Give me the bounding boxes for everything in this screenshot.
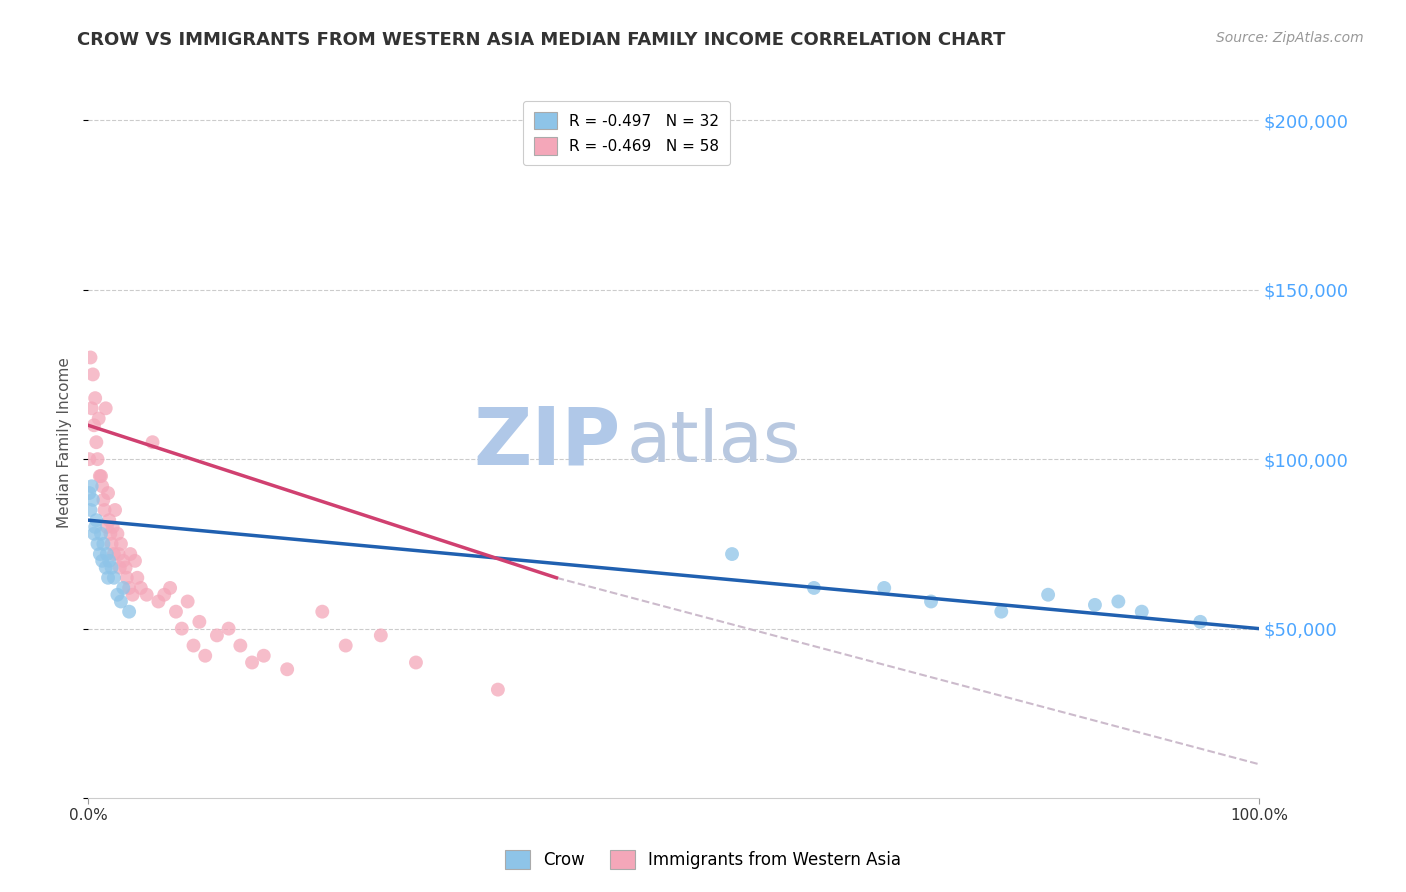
Point (97, 486, 120, 500)
Point (120, 547, 142, 561)
Point (104, 503, 127, 517)
Point (83, 418, 105, 433)
Point (86, 435, 108, 450)
Point (205, 628, 228, 642)
Point (114, 560, 136, 574)
Text: CROW VS IMMIGRANTS FROM WESTERN ASIA MEDIAN FAMILY INCOME CORRELATION CHART: CROW VS IMMIGRANTS FROM WESTERN ASIA MED… (77, 31, 1005, 49)
Point (93, 503, 115, 517)
Point (194, 648, 217, 663)
Point (110, 537, 132, 551)
Point (84, 391, 107, 405)
Point (96, 520, 118, 534)
Point (218, 622, 240, 636)
Point (107, 526, 129, 541)
Point (148, 594, 170, 608)
Point (486, 682, 509, 697)
Point (165, 605, 187, 619)
Point (89, 469, 111, 483)
Point (112, 554, 135, 568)
Point (79, 452, 101, 467)
Point (1036, 588, 1059, 602)
Point (80, 479, 103, 493)
Point (405, 656, 427, 670)
Point (129, 581, 152, 595)
Point (84, 520, 107, 534)
Point (87, 411, 110, 425)
Point (79, 486, 101, 500)
Point (159, 581, 181, 595)
Point (82, 492, 104, 507)
Point (1130, 605, 1153, 619)
Point (100, 537, 122, 551)
Point (98, 513, 121, 527)
Legend: R = -0.497   N = 32, R = -0.469   N = 58: R = -0.497 N = 32, R = -0.469 N = 58 (523, 101, 730, 165)
Point (107, 547, 129, 561)
Y-axis label: Median Family Income: Median Family Income (58, 357, 72, 528)
Point (276, 662, 298, 676)
Point (94, 401, 117, 416)
Point (83, 526, 105, 541)
Point (112, 581, 135, 595)
Point (103, 571, 125, 585)
Text: atlas: atlas (627, 408, 801, 476)
Point (94, 560, 117, 574)
Point (86, 513, 108, 527)
Point (118, 605, 141, 619)
Point (990, 605, 1012, 619)
Point (89, 547, 111, 561)
Point (90, 526, 112, 541)
Text: Source: ZipAtlas.com: Source: ZipAtlas.com (1216, 31, 1364, 45)
Point (335, 639, 357, 653)
Point (721, 547, 744, 561)
Point (124, 554, 146, 568)
Point (108, 560, 131, 574)
Point (110, 594, 132, 608)
Point (153, 588, 176, 602)
Point (96, 547, 118, 561)
Point (93, 537, 115, 551)
Point (118, 581, 141, 595)
Point (91, 554, 114, 568)
Point (91, 479, 114, 493)
Point (80, 401, 103, 416)
Point (229, 639, 252, 653)
Point (141, 435, 163, 450)
Point (103, 547, 125, 561)
Point (121, 588, 143, 602)
Point (86, 537, 108, 551)
Point (873, 581, 896, 595)
Point (93, 492, 115, 507)
Point (240, 656, 263, 670)
Point (1189, 615, 1212, 629)
Point (803, 581, 825, 595)
Point (253, 648, 276, 663)
Point (183, 639, 205, 653)
Point (1084, 598, 1107, 612)
Point (135, 588, 157, 602)
Point (86, 452, 108, 467)
Point (90, 469, 112, 483)
Point (101, 520, 124, 534)
Point (188, 615, 211, 629)
Point (100, 526, 122, 541)
Point (97, 571, 120, 585)
Point (170, 622, 193, 636)
Point (311, 605, 333, 619)
Point (370, 628, 392, 642)
Legend: Crow, Immigrants from Western Asia: Crow, Immigrants from Western Asia (495, 840, 911, 880)
Point (100, 560, 122, 574)
Point (115, 571, 138, 585)
Point (127, 571, 149, 585)
Text: ZIP: ZIP (474, 403, 621, 481)
Point (176, 594, 198, 608)
Point (1107, 594, 1129, 608)
Point (82, 368, 104, 382)
Point (79, 351, 101, 365)
Point (920, 594, 942, 608)
Point (98, 554, 121, 568)
Point (107, 588, 129, 602)
Point (79, 503, 101, 517)
